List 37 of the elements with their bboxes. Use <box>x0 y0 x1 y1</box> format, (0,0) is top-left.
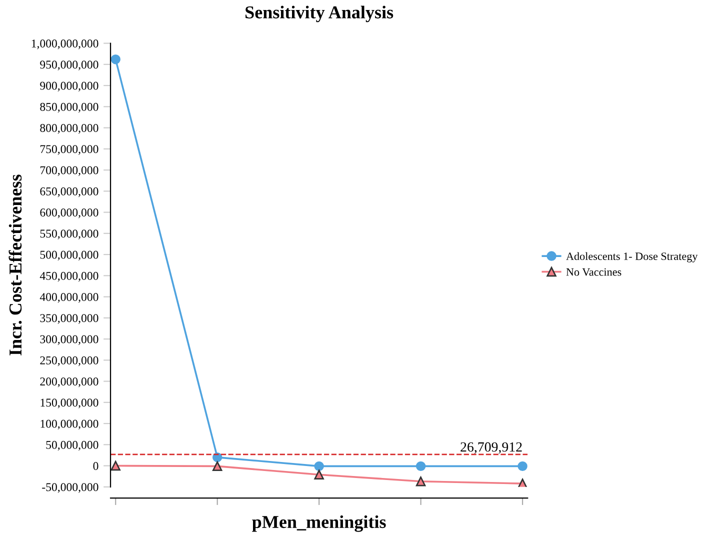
legend-label: Adolescents 1- Dose Strategy <box>566 252 698 262</box>
y-tick-label: 200,000,000 <box>40 378 98 388</box>
point <box>314 470 324 480</box>
point <box>212 461 222 472</box>
point <box>110 460 120 471</box>
x-axis-title: pMen_meningitis <box>252 515 386 532</box>
y-tick-label: 850,000,000 <box>40 102 98 113</box>
point <box>518 461 528 472</box>
y-tick-label: 0 <box>93 462 98 470</box>
y-tick-label: 800,000,000 <box>40 124 98 134</box>
legend-label: No Vaccines <box>566 268 622 276</box>
y-tick-label: 900,000,000 <box>40 82 98 92</box>
y-tick-label: 250,000,000 <box>40 356 98 366</box>
y-tick-label: 500,000,000 <box>40 250 98 260</box>
y-tick-label: 600,000,000 <box>40 208 98 218</box>
point <box>110 54 120 64</box>
y-tick-label: 550,000,000 <box>40 230 98 240</box>
point <box>416 461 426 472</box>
y-tick-label: 400,000,000 <box>40 293 98 303</box>
y-tick-label: -50,000,000 <box>42 483 98 493</box>
y-tick-label: 300,000,000 <box>40 335 98 345</box>
y-tick-label: 100,000,000 <box>40 420 98 430</box>
y-tick-label: 950,000,000 <box>40 60 98 70</box>
y-tick-label: 750,000,000 <box>40 145 98 155</box>
y-axis-title: Incr. Cost-Effectiveness <box>8 174 22 356</box>
y-tick-label: 1,000,000,000 <box>32 40 98 50</box>
y-tick-label: 50,000,000 <box>46 440 98 451</box>
ref-line-label: 26,709,912 <box>460 442 522 454</box>
point <box>416 476 426 486</box>
y-tick-label: 450,000,000 <box>40 272 98 282</box>
y-tick-label: 350,000,000 <box>40 314 98 324</box>
y-tick-label: 700,000,000 <box>40 166 98 176</box>
point <box>212 452 222 462</box>
chart-title: Sensitivity Analysis <box>246 6 394 22</box>
y-tick-label: 650,000,000 <box>40 187 98 198</box>
y-tick-label: 150,000,000 <box>40 398 98 408</box>
point <box>314 461 324 472</box>
